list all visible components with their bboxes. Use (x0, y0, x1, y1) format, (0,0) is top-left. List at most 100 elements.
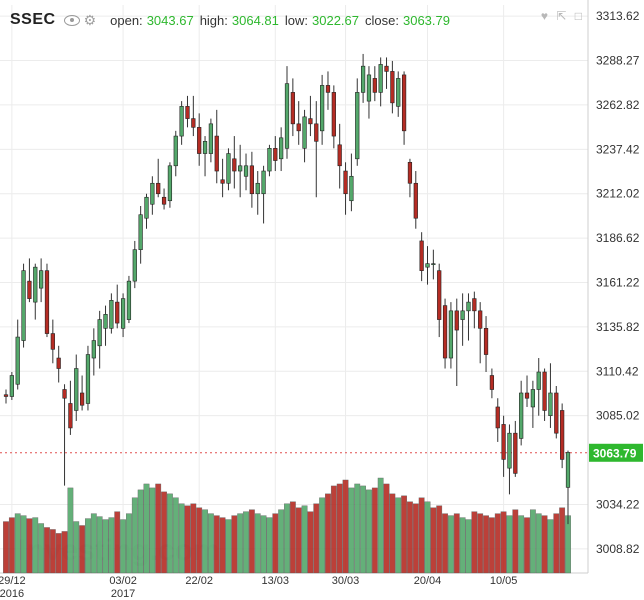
y-tick-label: 3288.27 (596, 53, 640, 67)
y-tick-label: 3135.82 (596, 320, 640, 334)
candle-body (495, 406, 500, 429)
candle-body (15, 336, 20, 385)
volume-bar (67, 487, 74, 574)
arrow-icon[interactable]: ⇱ (556, 9, 567, 23)
gear-icon[interactable]: ⚙ (83, 11, 97, 28)
volume-bar (301, 505, 308, 574)
volume-bar (342, 479, 349, 574)
candle-body (448, 310, 454, 359)
volume-bar (254, 513, 261, 574)
candle-body (325, 85, 331, 93)
volume-bar (313, 503, 320, 574)
candle-body (267, 148, 272, 172)
candle-body (9, 375, 14, 397)
low-value: 3022.67 (312, 12, 360, 28)
candle-body (478, 310, 483, 329)
candle-body (320, 85, 325, 132)
volume-bar (565, 515, 571, 574)
candle-body (126, 280, 132, 320)
chart-toolbar: ♥ ⇱ □ (536, 9, 582, 23)
candle-body (62, 389, 67, 399)
volume-bar (465, 519, 472, 574)
volume-bar (225, 519, 232, 574)
volume-bar (172, 497, 179, 574)
candle-body (407, 161, 413, 184)
candle-body (185, 106, 190, 119)
volume-bar (208, 513, 214, 574)
volume-bar (559, 507, 566, 574)
volume-bar (278, 509, 285, 574)
volume-bar (448, 515, 454, 574)
candle-body (208, 123, 214, 154)
volume-bar (3, 521, 9, 574)
candle-body (390, 71, 395, 104)
heart-icon[interactable]: ♥ (540, 9, 548, 23)
volume-bar (102, 519, 109, 574)
volume-bar (44, 527, 50, 574)
eye-icon[interactable] (63, 14, 80, 26)
candle-body (437, 270, 442, 320)
candle-body (232, 158, 237, 172)
volume-bar (284, 503, 290, 574)
volume-bar (424, 501, 431, 574)
candle-body (431, 263, 436, 265)
candle-body (360, 65, 366, 93)
volume-bar (190, 503, 197, 574)
candle-body (85, 354, 91, 404)
window-icon[interactable]: □ (574, 9, 582, 23)
candle-body (378, 64, 383, 93)
candle-body (536, 371, 541, 390)
y-tick-label: 3313.62 (596, 9, 640, 23)
volume-bar (471, 511, 478, 574)
candle-body (413, 182, 418, 219)
candle-body (173, 135, 178, 167)
volume-bar (266, 517, 273, 574)
volume-bar (131, 497, 138, 574)
open-value: 3043.67 (146, 12, 194, 28)
x-tick-label: 03/02 (109, 575, 137, 587)
volume-bar (137, 489, 144, 574)
volume-bar (32, 517, 39, 574)
volume-bar (295, 507, 302, 574)
candle-body (3, 394, 9, 397)
candle-body (138, 214, 143, 250)
candle-body (74, 368, 79, 411)
volume-bar (213, 515, 220, 574)
volume-bar (108, 517, 115, 574)
candle-body (226, 153, 231, 184)
volume-bar (453, 513, 460, 574)
candle-body (472, 298, 477, 312)
volume-bar (360, 485, 366, 574)
candle-body (489, 375, 495, 390)
volume-bar (85, 518, 91, 574)
high-label: high: (199, 12, 228, 28)
candle-body (337, 144, 342, 167)
candle-body (161, 196, 167, 205)
candle-body (554, 392, 559, 434)
close-label: close: (365, 12, 399, 28)
volume-bar (477, 513, 484, 574)
candle-body (273, 148, 278, 161)
x-tick-year-label: 2017 (111, 588, 135, 600)
volume-bar (407, 501, 413, 574)
volume-bar (79, 525, 85, 574)
x-tick-label: 29/12 (0, 575, 26, 587)
volume-bar (149, 487, 156, 574)
volume-bar (38, 523, 45, 574)
candle-body (261, 170, 266, 195)
candle-body (483, 328, 489, 355)
candle-body (39, 270, 44, 289)
candle-body (44, 270, 50, 334)
volume-bar (126, 513, 132, 574)
candle-body (460, 310, 465, 320)
candle-body (366, 74, 372, 102)
volume-bar (553, 513, 560, 574)
volume-bar (196, 507, 203, 574)
volume-bar (55, 533, 62, 574)
volume-bar (524, 517, 530, 574)
candle-body (454, 310, 459, 331)
candle-body (103, 314, 108, 329)
volume-bar (219, 517, 226, 574)
candle-body (296, 123, 301, 132)
